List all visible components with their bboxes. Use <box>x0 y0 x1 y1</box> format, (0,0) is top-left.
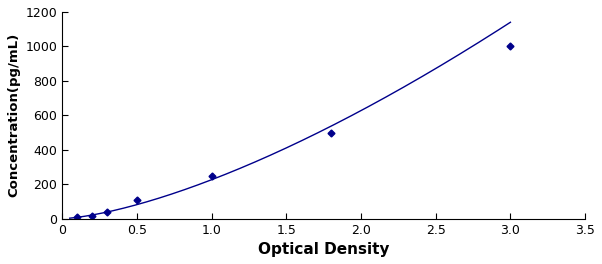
X-axis label: Optical Density: Optical Density <box>258 242 389 257</box>
Y-axis label: Concentration(pg/mL): Concentration(pg/mL) <box>7 33 20 197</box>
